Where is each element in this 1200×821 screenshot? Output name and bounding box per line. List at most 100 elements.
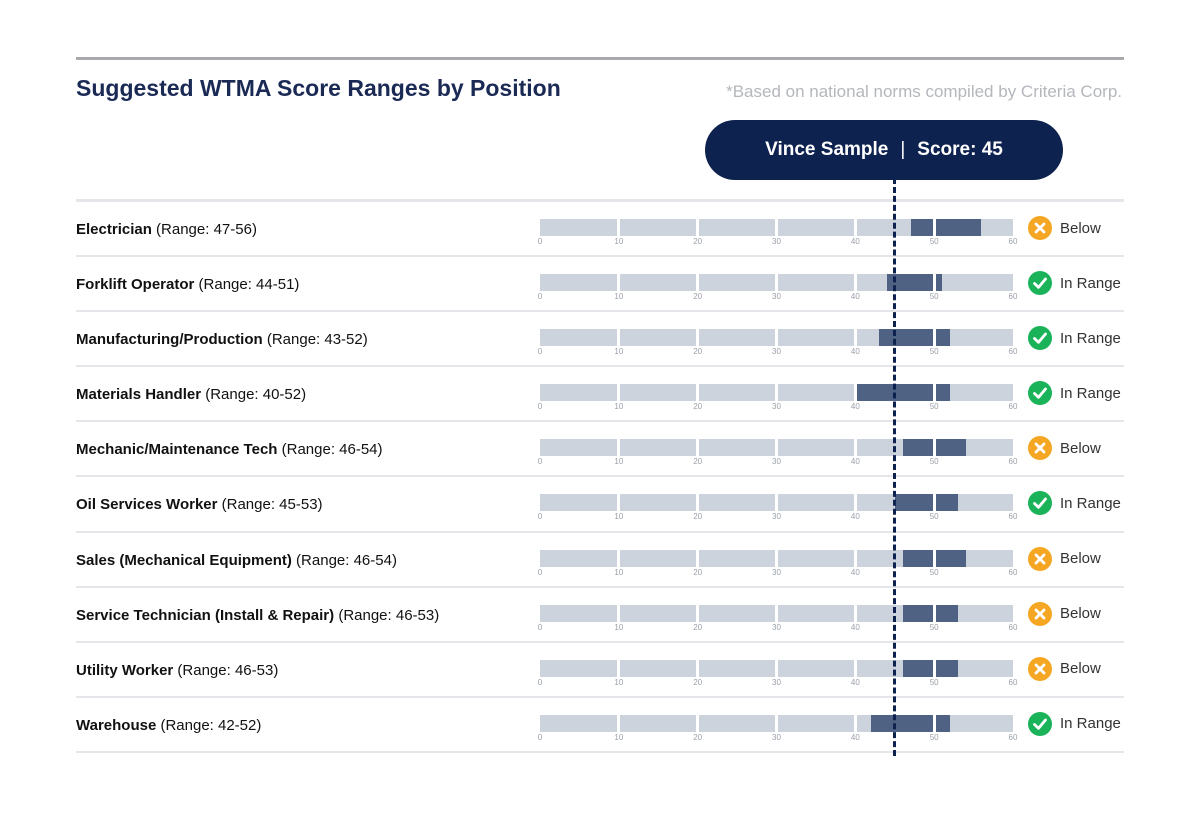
tick-label: 20	[693, 237, 703, 246]
position-label: Mechanic/Maintenance Tech (Range: 46-54)	[76, 441, 383, 458]
tick-separator	[696, 439, 700, 457]
tick-separator	[617, 494, 621, 512]
tick-label: 30	[772, 292, 781, 302]
position-range-text: (Range: 45-53)	[217, 496, 323, 514]
tick-label: 10	[614, 237, 624, 246]
x-icon	[1028, 216, 1052, 240]
tick-label: 50	[929, 402, 939, 412]
tick-label: 20	[693, 402, 703, 412]
tick-label: 30	[772, 732, 781, 742]
x-icon	[1028, 436, 1052, 461]
tick-separator	[853, 494, 857, 512]
suggested-range-bar	[902, 659, 958, 677]
position-range-text: (Range: 46-53)	[334, 606, 440, 624]
position-row: Warehouse (Range: 42-52) 0 10 20 30 40 50 60 In …	[0, 698, 1200, 753]
tick-separator	[853, 329, 857, 347]
tick-separator	[775, 549, 778, 567]
tick-label: 0	[537, 237, 543, 246]
tick-label: 40	[850, 512, 860, 522]
status-indicator: In Range	[1028, 271, 1121, 296]
tick-label: 10	[614, 457, 624, 467]
score-track	[540, 219, 1013, 236]
tick-label: 60	[1008, 732, 1018, 742]
position-range-text: (Range: 46-54)	[277, 441, 383, 459]
position-range-text: (Range: 44-51)	[194, 276, 300, 294]
check-icon	[1028, 381, 1052, 406]
tick-label: 10	[614, 292, 624, 302]
tick-separator	[696, 659, 700, 677]
tick-separator	[775, 439, 778, 457]
tick-separator	[617, 604, 621, 622]
score-track	[540, 604, 1013, 622]
tick-separator	[932, 219, 936, 236]
tick-label: 0	[537, 567, 543, 577]
suggested-range-bar	[878, 329, 950, 347]
status-text: Below	[1060, 660, 1101, 678]
tick-separator	[775, 384, 778, 402]
suggested-range-bar	[871, 714, 950, 732]
tick-separator	[775, 659, 778, 677]
position-name: Mechanic/Maintenance Tech	[76, 441, 278, 459]
tick-label: 0	[537, 512, 543, 522]
suggested-range-bar	[855, 384, 950, 402]
tick-separator	[853, 549, 857, 567]
row-divider	[76, 310, 1124, 313]
position-label: Service Technician (Install & Repair) (R…	[76, 607, 439, 624]
candidate-score-label: Score: 45	[917, 139, 1003, 160]
status-indicator: Below	[1028, 216, 1101, 240]
tick-separator	[932, 384, 936, 402]
position-label: Warehouse (Range: 42-52)	[76, 717, 261, 734]
check-icon	[1028, 491, 1052, 516]
tick-label: 10	[614, 402, 624, 412]
status-text: In Range	[1060, 274, 1121, 292]
tick-label: 30	[772, 622, 781, 632]
tick-label: 40	[850, 622, 860, 632]
chart-title: Suggested WTMA Score Ranges by Position	[76, 75, 561, 101]
score-track	[540, 329, 1013, 347]
tick-label: 40	[850, 237, 860, 246]
x-icon	[1028, 546, 1052, 571]
position-name: Oil Services Worker	[76, 496, 218, 514]
status-text: Below	[1060, 605, 1101, 623]
position-row: Electrician (Range: 47-56) 0 10 20 30 40 50 60 B…	[0, 202, 1200, 258]
position-name: Service Technician (Install & Repair)	[76, 606, 335, 624]
tick-separator	[775, 329, 778, 347]
status-text: In Range	[1060, 715, 1121, 733]
score-track	[540, 659, 1013, 677]
tick-label: 30	[772, 457, 781, 467]
tick-label: 30	[772, 402, 781, 412]
position-name: Materials Handler	[76, 386, 202, 404]
tick-label: 30	[772, 237, 781, 246]
position-row: Utility Worker (Range: 46-53) 0 10 20 30 40 50…	[0, 643, 1200, 698]
tick-label: 50	[929, 292, 939, 302]
row-divider	[76, 750, 1124, 753]
position-range-text: (Range: 42-52)	[156, 716, 262, 734]
tick-label: 10	[614, 677, 624, 687]
tick-label: 50	[929, 732, 939, 742]
tick-label: 0	[537, 347, 543, 357]
position-row: Forklift Operator (Range: 44-51) 0 10 20 30 4…	[0, 257, 1200, 313]
tick-label: 20	[693, 457, 703, 467]
tick-label: 20	[693, 292, 703, 302]
badge-separator: |	[900, 139, 906, 160]
tick-separator	[775, 714, 778, 732]
tick-label: 10	[614, 347, 624, 357]
check-icon	[1028, 711, 1052, 736]
position-range-text: (Range: 47-56)	[151, 221, 257, 238]
position-label: Sales (Mechanical Equipment) (Range: 46-…	[76, 552, 397, 569]
status-indicator: In Range	[1028, 326, 1121, 351]
tick-label: 60	[1008, 292, 1018, 302]
row-divider	[76, 255, 1124, 258]
tick-separator	[696, 494, 700, 512]
tick-separator	[853, 219, 857, 236]
status-text: Below	[1060, 550, 1101, 568]
position-label: Forklift Operator (Range: 44-51)	[76, 276, 299, 293]
tick-label: 60	[1008, 347, 1018, 357]
position-row: Manufacturing/Production (Range: 43-52) 0…	[0, 312, 1200, 368]
tick-separator	[696, 274, 700, 292]
suggested-range-bar	[886, 274, 943, 292]
status-indicator: Below	[1028, 436, 1101, 461]
tick-separator	[853, 274, 857, 292]
tick-separator	[932, 439, 936, 457]
tick-separator	[775, 494, 778, 512]
